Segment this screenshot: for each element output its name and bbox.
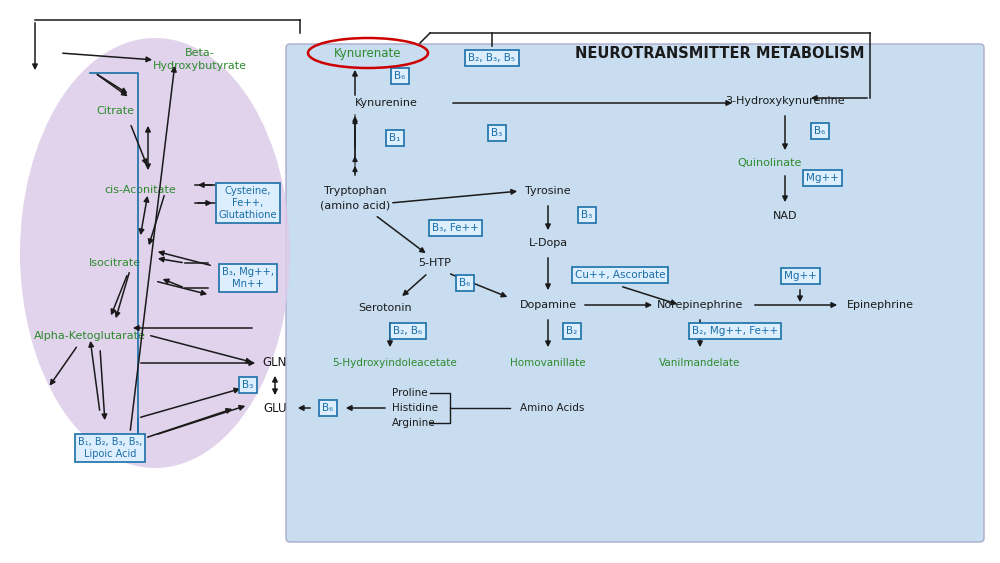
Ellipse shape: [20, 38, 290, 468]
Text: 5-Hydroxyindoleacetate: 5-Hydroxyindoleacetate: [333, 358, 457, 368]
Text: Tyrosine: Tyrosine: [525, 186, 571, 196]
Text: B₃: B₃: [581, 210, 593, 220]
Text: 3-Hydroxykynurenine: 3-Hydroxykynurenine: [725, 96, 845, 106]
Text: Dopamine: Dopamine: [519, 300, 577, 310]
Text: Hydroxybutyrate: Hydroxybutyrate: [153, 61, 247, 71]
Text: B₂, Mg++, Fe++: B₂, Mg++, Fe++: [692, 326, 778, 336]
Text: Vanilmandelate: Vanilmandelate: [659, 358, 741, 368]
Text: GLU: GLU: [263, 401, 287, 414]
Text: Norepinephrine: Norepinephrine: [657, 300, 743, 310]
Text: Proline: Proline: [392, 388, 428, 398]
Text: B₁: B₁: [389, 133, 401, 143]
Text: Isocitrate: Isocitrate: [89, 258, 141, 268]
Text: Citrate: Citrate: [96, 106, 134, 116]
Text: B₂, B₆: B₂, B₆: [393, 326, 423, 336]
Text: Homovanillate: Homovanillate: [510, 358, 586, 368]
Text: Amino Acids: Amino Acids: [520, 403, 584, 413]
Text: B₃: B₃: [242, 380, 254, 390]
Text: GLN: GLN: [263, 356, 287, 369]
Text: B₃: B₃: [491, 128, 503, 138]
Text: L-Dopa: L-Dopa: [528, 238, 568, 248]
Text: Histidine: Histidine: [392, 403, 438, 413]
Text: Epinephrine: Epinephrine: [846, 300, 914, 310]
Text: B₆: B₆: [394, 71, 406, 81]
Text: B₁, B₂, B₃, B₅,
Lipoic Acid: B₁, B₂, B₃, B₅, Lipoic Acid: [78, 437, 142, 459]
Text: Alpha-Ketoglutarate: Alpha-Ketoglutarate: [34, 331, 146, 341]
Text: Arginine: Arginine: [392, 418, 436, 428]
Text: Kynurenate: Kynurenate: [334, 47, 402, 60]
Text: B₆: B₆: [814, 126, 826, 136]
Text: B₂: B₂: [566, 326, 578, 336]
Text: Cysteine,
Fe++,
Glutathione: Cysteine, Fe++, Glutathione: [219, 186, 277, 220]
Text: Mg++: Mg++: [784, 271, 816, 281]
Text: Serotonin: Serotonin: [358, 303, 412, 313]
Text: B₆: B₆: [459, 278, 471, 288]
Text: Beta-: Beta-: [185, 48, 215, 58]
Text: Kynurenine: Kynurenine: [355, 98, 418, 108]
Text: Quinolinate: Quinolinate: [738, 158, 802, 168]
Text: (amino acid): (amino acid): [320, 200, 390, 210]
Text: B₃, Fe++: B₃, Fe++: [432, 223, 478, 233]
Text: B₆: B₆: [322, 403, 334, 413]
Text: Tryptophan: Tryptophan: [324, 186, 386, 196]
Text: NAD: NAD: [773, 211, 797, 221]
Text: cis-Aconitate: cis-Aconitate: [104, 185, 176, 195]
Text: 5-HTP: 5-HTP: [419, 258, 451, 268]
Text: B₂, B₃, B₅: B₂, B₃, B₅: [468, 53, 516, 63]
Text: B₃, Mg++,
Mn++: B₃, Mg++, Mn++: [222, 267, 274, 289]
FancyBboxPatch shape: [286, 44, 984, 542]
Text: Cu++, Ascorbate: Cu++, Ascorbate: [575, 270, 665, 280]
Text: NEUROTRANSMITTER METABOLISM: NEUROTRANSMITTER METABOLISM: [575, 46, 865, 60]
Text: Mg++: Mg++: [806, 173, 838, 183]
